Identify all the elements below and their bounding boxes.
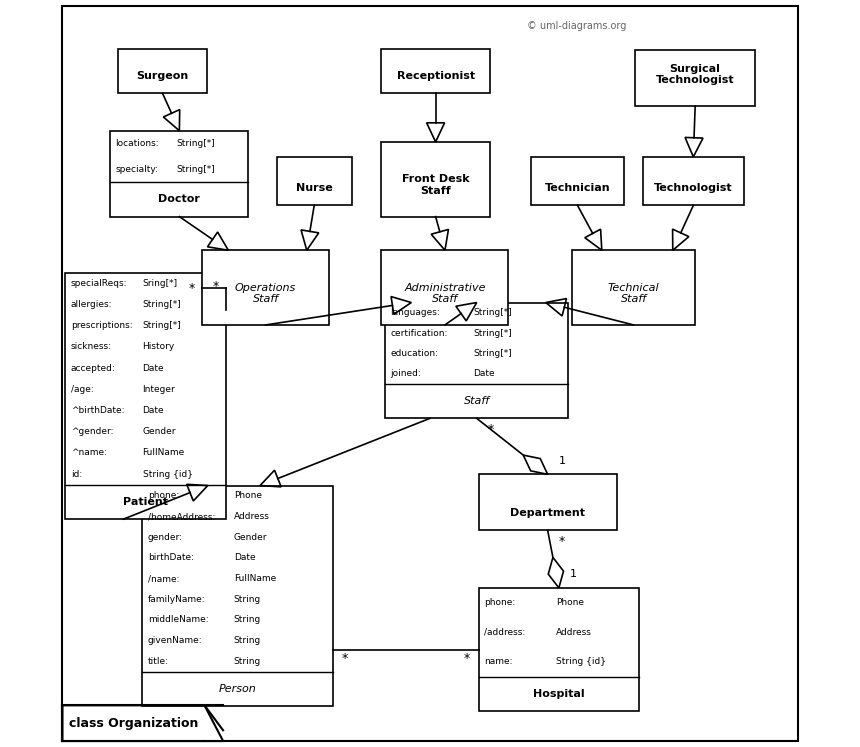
Text: certification:: certification: (390, 329, 448, 338)
Text: Front Desk
Staff: Front Desk Staff (402, 175, 470, 196)
Text: ^birthDate:: ^birthDate: (71, 406, 124, 415)
Text: Surgeon: Surgeon (137, 71, 188, 81)
Text: id:: id: (71, 470, 82, 479)
Text: Nurse: Nurse (296, 183, 333, 193)
Text: birthDate:: birthDate: (148, 554, 194, 562)
Text: Date: Date (143, 364, 164, 373)
Text: locations:: locations: (115, 139, 159, 148)
Text: Date: Date (143, 406, 164, 415)
Text: FullName: FullName (234, 574, 276, 583)
Text: *: * (559, 535, 565, 548)
Bar (202, 250, 329, 325)
Text: String: String (234, 636, 261, 645)
Bar (143, 486, 333, 706)
Bar (277, 157, 352, 205)
Text: *: * (188, 282, 194, 295)
Text: Gender: Gender (143, 427, 176, 436)
Text: accepted:: accepted: (71, 364, 115, 373)
Text: allergies:: allergies: (71, 300, 112, 309)
Text: prescriptions:: prescriptions: (71, 321, 132, 330)
Bar (478, 588, 639, 711)
Text: 1: 1 (559, 456, 566, 466)
Text: Surgical
Technologist: Surgical Technologist (656, 64, 734, 85)
Bar (382, 250, 508, 325)
Text: education:: education: (390, 349, 439, 358)
Text: History: History (143, 342, 175, 351)
Text: Department: Department (510, 508, 585, 518)
Bar (636, 50, 755, 106)
Text: specialty:: specialty: (115, 165, 158, 174)
Text: /age:: /age: (71, 385, 94, 394)
Text: Sring[*]: Sring[*] (143, 279, 178, 288)
Text: String: String (234, 595, 261, 604)
Text: *: * (464, 652, 470, 665)
Text: String[*]: String[*] (143, 300, 181, 309)
Text: class Organization: class Organization (69, 716, 198, 730)
Text: Gender: Gender (234, 533, 267, 542)
Text: Person: Person (218, 684, 256, 694)
Text: /name:: /name: (148, 574, 179, 583)
Bar (385, 303, 568, 418)
Bar (572, 250, 695, 325)
Bar (118, 49, 207, 93)
Text: String[*]: String[*] (473, 329, 512, 338)
Bar (531, 157, 624, 205)
Text: String[*]: String[*] (473, 349, 512, 358)
Text: middleName:: middleName: (148, 616, 208, 624)
Bar (478, 474, 617, 530)
Text: phone:: phone: (484, 598, 515, 607)
Text: String[*]: String[*] (143, 321, 181, 330)
Bar (65, 273, 226, 519)
Text: Doctor: Doctor (158, 194, 200, 205)
Text: languages:: languages: (390, 309, 440, 317)
Text: FullName: FullName (143, 448, 185, 457)
Text: /address:: /address: (484, 627, 525, 637)
Text: Integer: Integer (143, 385, 175, 394)
Bar (382, 142, 489, 217)
Text: Date: Date (473, 369, 494, 378)
Text: 1: 1 (570, 569, 577, 580)
Bar (382, 49, 489, 93)
Text: gender:: gender: (148, 533, 182, 542)
Text: Receptionist: Receptionist (396, 71, 475, 81)
Text: Date: Date (234, 554, 255, 562)
Text: Address: Address (234, 512, 270, 521)
Text: © uml-diagrams.org: © uml-diagrams.org (527, 21, 626, 31)
Text: givenName:: givenName: (148, 636, 202, 645)
Text: specialReqs:: specialReqs: (71, 279, 127, 288)
Text: String {id}: String {id} (556, 657, 605, 666)
Text: sickness:: sickness: (71, 342, 112, 351)
Text: String[*]: String[*] (473, 309, 512, 317)
Text: String: String (234, 616, 261, 624)
Text: Address: Address (556, 627, 592, 637)
Text: Phone: Phone (234, 492, 261, 500)
Text: joined:: joined: (390, 369, 421, 378)
Text: Administrative
Staff: Administrative Staff (404, 283, 486, 304)
Text: Phone: Phone (556, 598, 584, 607)
Text: *: * (212, 280, 218, 293)
Polygon shape (63, 705, 223, 741)
Text: phone:: phone: (148, 492, 179, 500)
Bar (110, 131, 249, 217)
Text: title:: title: (148, 657, 169, 666)
Text: Technical
Staff: Technical Staff (608, 283, 660, 304)
Text: familyName:: familyName: (148, 595, 206, 604)
Text: String[*]: String[*] (176, 139, 215, 148)
Text: ^gender:: ^gender: (71, 427, 114, 436)
Text: String {id}: String {id} (143, 470, 193, 479)
Text: /homeAddress:: /homeAddress: (148, 512, 215, 521)
Text: Hospital: Hospital (533, 689, 585, 699)
Text: Staff: Staff (464, 396, 489, 406)
Text: Technician: Technician (544, 183, 611, 193)
Text: *: * (488, 423, 494, 436)
Text: Technologist: Technologist (654, 183, 733, 193)
Text: String: String (234, 657, 261, 666)
Text: *: * (342, 652, 348, 665)
Text: Operations
Staff: Operations Staff (235, 283, 297, 304)
Text: Patient: Patient (123, 497, 169, 507)
Bar (643, 157, 744, 205)
Text: ^name:: ^name: (71, 448, 107, 457)
Text: String[*]: String[*] (176, 165, 215, 174)
Text: name:: name: (484, 657, 513, 666)
